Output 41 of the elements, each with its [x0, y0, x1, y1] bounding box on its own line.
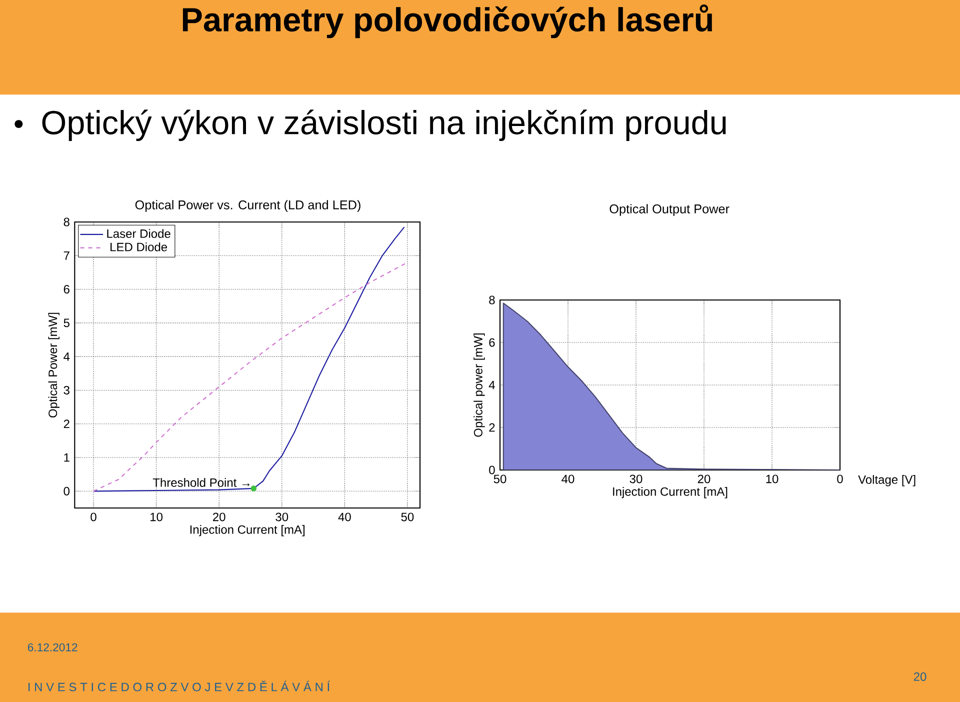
- x-axis-title: Injection Current [mA]: [613, 487, 728, 498]
- x-axis-title: Injection Current [mA]: [190, 525, 304, 536]
- x-tick-label: 0: [90, 512, 96, 522]
- chart-title: Optical Output Power: [610, 204, 730, 216]
- y-tick-label: 0: [64, 486, 70, 496]
- x-tick-label: 40: [562, 474, 574, 484]
- chart-title: Optical Power vs. Current (LD and LED): [135, 200, 360, 212]
- y-tick-label: 5: [64, 318, 70, 328]
- y-tick-label: 2: [64, 420, 70, 428]
- text: I N V E S T I C E D O R O Z V O J E V Z D Ě L Á V Á N Í: [28, 680, 330, 692]
- x-tick-label: 20: [213, 512, 226, 522]
- y-tick-label: 4: [488, 380, 495, 390]
- legend-label: LED Diode: [110, 242, 168, 252]
- y-tick-label: 4: [64, 352, 70, 361]
- y-tick-label: 2: [489, 423, 495, 432]
- text: 6.12.2012: [28, 643, 78, 652]
- y-tick-label: 8: [64, 218, 70, 226]
- y-tick-label: 3: [64, 386, 70, 394]
- x-tick-label: 10: [150, 512, 163, 522]
- x-tick-label: 10: [766, 474, 778, 484]
- y-axis-title: Optical Power [mW]: [48, 312, 60, 418]
- x-tick-label: 50: [494, 474, 506, 484]
- y-tick-label: 8: [489, 296, 495, 304]
- x-tick-label: 20: [698, 474, 710, 484]
- y-tick-label: 6: [489, 338, 495, 347]
- y-axis-title: Optical power [mW]: [474, 334, 485, 437]
- text: Parametry polovodičových laserů: [182, 4, 712, 38]
- x-tick-label: 40: [338, 512, 351, 522]
- x-tick-label: 0: [837, 474, 843, 484]
- y-tick-label: 0: [489, 466, 495, 474]
- legend-label: Laser Diode: [107, 229, 170, 238]
- x-tick-label: 30: [276, 512, 288, 522]
- x-tick-label: 30: [630, 474, 642, 484]
- text: Voltage [V]: [858, 475, 916, 486]
- text: 20: [914, 672, 926, 681]
- annotation: Threshold Point →: [152, 478, 250, 487]
- y-tick-label: 1: [64, 453, 70, 462]
- y-tick-label: 7: [64, 252, 70, 260]
- y-tick-label: 6: [64, 285, 70, 294]
- x-tick-label: 50: [401, 512, 414, 522]
- text: Optický výkon v závislosti na injekčním proudu: [42, 110, 726, 142]
